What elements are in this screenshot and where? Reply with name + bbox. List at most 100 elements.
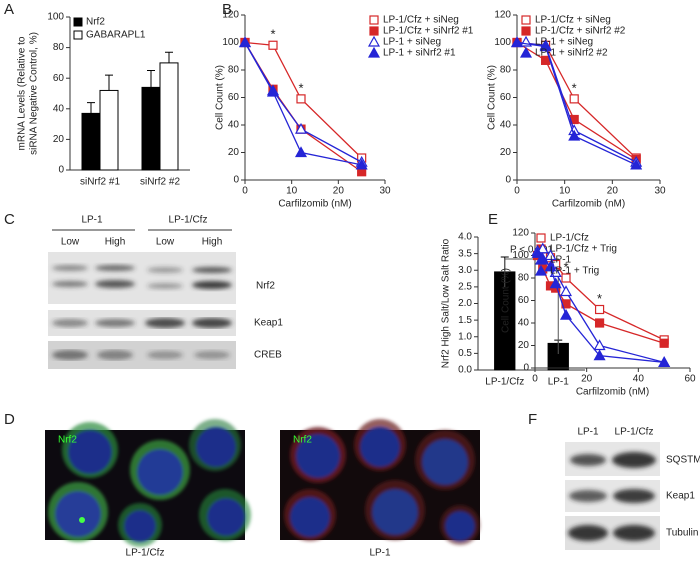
y-tick-label: 100 (47, 12, 64, 23)
y-tick-label: 80 (500, 65, 512, 76)
data-point (594, 318, 605, 328)
x-tick-label: 60 (684, 374, 696, 385)
y-tick-label: 2.0 (458, 298, 472, 309)
data-point (569, 94, 579, 104)
significance-star: * (563, 259, 568, 274)
y-tick-label: 4.0 (458, 232, 472, 243)
data-point (659, 338, 669, 348)
error-bar (165, 51, 173, 63)
legend-marker (521, 26, 531, 36)
legend-marker (536, 233, 546, 243)
legend-marker (369, 26, 379, 36)
row-label: CREB (254, 350, 282, 361)
legend-marker (519, 46, 533, 58)
micrograph-images: Nrf2 Nrf2 LP-1/Cfz LP-1 (45, 419, 480, 559)
y-tick-label: 40 (228, 120, 240, 131)
lane-label: Low (156, 237, 175, 248)
y-tick-label: 3.0 (458, 265, 472, 276)
image-caption: LP-1 (369, 548, 391, 559)
y-tick-label: 120 (494, 10, 511, 21)
data-point (658, 356, 671, 367)
error-bar (87, 102, 95, 114)
y-tick-label: 100 (494, 37, 511, 48)
group-label: LP-1 (81, 215, 103, 226)
y-axis-label: Nrf2 High Salt/Low Salt Ratio (441, 238, 452, 368)
y-tick-label: 40 (500, 120, 512, 131)
panel-letter: A (4, 1, 14, 18)
y-tick-label: 0 (233, 175, 239, 186)
error-bar (105, 74, 113, 91)
data-point (544, 249, 557, 261)
legend-label: Nrf2 (86, 17, 105, 28)
legend-label: LP-1/Cfz + Trig (550, 244, 617, 255)
y-tick-label: 40 (53, 103, 65, 114)
row-label: Nrf2 (256, 281, 275, 292)
x-tick-label: LP-1 (548, 377, 570, 388)
legend-label: GABARAPL1 (86, 30, 146, 41)
x-tick-label: 20 (581, 374, 593, 385)
x-tick-label: 10 (559, 186, 571, 197)
y-tick-label: 0.5 (458, 348, 472, 359)
significance-star: * (572, 80, 577, 95)
x-tick-label: 20 (607, 186, 619, 197)
y-axis-label: Cell Count (%) (487, 65, 498, 130)
legend-label: LP-1 + siNeg (383, 37, 441, 48)
significance-bracket (504, 258, 559, 354)
data-point (593, 349, 606, 361)
group-label: LP-1/Cfz (169, 215, 208, 226)
legend-marker (367, 35, 381, 47)
stain-label: Nrf2 (293, 435, 312, 446)
row-label: Keap1 (254, 318, 283, 329)
bar (81, 112, 101, 171)
significance-star: * (270, 27, 275, 42)
x-axis-label: Carfilzomib (nM) (552, 199, 625, 210)
y-tick-label: 120 (222, 10, 239, 21)
bar (159, 62, 179, 171)
x-tick-label: siNrf2 #1 (80, 177, 120, 188)
lane-label: High (105, 237, 126, 248)
x-tick-label: 30 (654, 186, 666, 197)
y-tick-label: 40 (518, 318, 530, 329)
image-caption: LP-1/Cfz (126, 548, 165, 559)
y-tick-label: 100 (512, 250, 529, 261)
x-tick-label: LP-1/Cfz (485, 377, 524, 388)
lane-label: High (202, 237, 223, 248)
y-tick-label: 80 (53, 42, 65, 53)
legend-label: LP-1/Cfz + siNrf2 #2 (535, 26, 626, 37)
blot-c: LP-1 LP-1/Cfz Low High Low High Nrf2 Kea… (48, 215, 283, 369)
y-tick-label: 80 (228, 65, 240, 76)
lane-label: LP-1/Cfz (615, 427, 654, 438)
legend-label: LP-1 + siNrf2 #1 (383, 48, 456, 59)
panel-letter: D (4, 411, 15, 428)
data-point (568, 129, 581, 141)
data-point (355, 158, 368, 170)
stain-label: Nrf2 (58, 435, 77, 446)
data-point (266, 85, 280, 97)
x-axis-label: Carfilzomib (nM) (278, 199, 351, 210)
legend-marker (521, 15, 531, 25)
y-tick-label: 60 (53, 73, 65, 84)
panel-letter: E (488, 211, 498, 228)
x-tick-label: 30 (379, 186, 391, 197)
data-point (559, 285, 573, 297)
x-tick-label: 0 (532, 374, 538, 385)
row-label: SQSTM1 (666, 455, 700, 466)
y-tick-label: 20 (500, 147, 512, 158)
legend-label: LP-1/Cfz + siNeg (383, 15, 459, 26)
data-point (238, 36, 252, 48)
data-point (268, 40, 278, 50)
data-point (294, 122, 308, 134)
legend-label: LP-1 + siNrf2 #2 (535, 48, 608, 59)
x-tick-label: 10 (286, 186, 298, 197)
y-tick-label: 20 (518, 340, 530, 351)
y-axis-label: Cell Count (%) (501, 268, 512, 333)
panel-letter: F (528, 411, 537, 428)
data-point (544, 260, 557, 272)
bar (99, 89, 119, 171)
data-point (510, 36, 524, 48)
significance-star: * (597, 291, 602, 306)
data-point (531, 247, 544, 258)
panel-letter: B (222, 1, 232, 18)
x-tick-label: siNrf2 #2 (140, 177, 180, 188)
